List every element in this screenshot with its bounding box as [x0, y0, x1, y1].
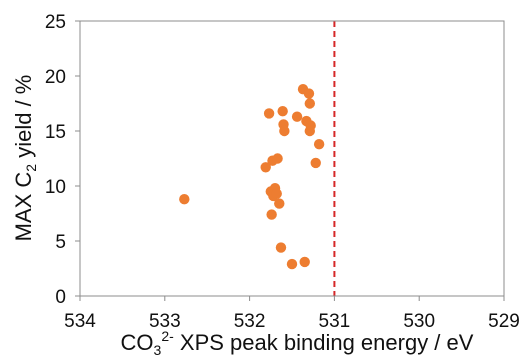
data-point — [266, 209, 277, 220]
data-point — [279, 125, 290, 137]
x-tick-label: 529 — [488, 311, 520, 332]
data-point — [179, 194, 190, 205]
x-tick-label: 531 — [319, 311, 351, 332]
data-point — [260, 162, 271, 173]
plot-area — [179, 21, 336, 296]
x-tick-label: 533 — [149, 311, 181, 332]
tick-labels: 534 533 532 531 530 529 0 5 10 15 20 25 — [45, 12, 520, 332]
data-point — [286, 258, 298, 270]
x-tick-label: 532 — [234, 311, 266, 332]
axes — [75, 20, 505, 301]
y-tick-label: 25 — [45, 12, 66, 33]
data-point — [272, 153, 283, 164]
x-axis-title: CO32- XPS peak binding energy / eV — [121, 328, 474, 358]
x-axis-title-subscript: 3 — [154, 342, 162, 358]
x-axis-title-superscript: 2- — [161, 328, 174, 344]
data-point — [305, 120, 316, 131]
data-point — [277, 106, 288, 117]
y-tick-label: 5 — [55, 232, 66, 253]
x-tick-label: 534 — [64, 311, 96, 332]
y-tick-label: 0 — [55, 287, 66, 308]
data-point — [274, 198, 285, 209]
plot-frame — [79, 20, 505, 297]
x-tick-label: 530 — [403, 311, 435, 332]
data-point — [313, 139, 325, 150]
y-tick-label: 10 — [45, 177, 66, 198]
data-point — [275, 242, 287, 253]
y-axis-title-rest: yield / % — [11, 75, 36, 164]
y-axis-title-subscript: 2 — [23, 164, 39, 172]
y-tick-label: 20 — [45, 67, 66, 88]
data-point — [299, 256, 310, 268]
data-point — [310, 157, 321, 169]
x-axis-title-rest: XPS peak binding energy / eV — [174, 330, 474, 355]
y-axis-title: MAX C2 yield / % — [11, 75, 39, 242]
x-axis-title-base: CO — [121, 330, 154, 355]
data-point — [291, 111, 303, 122]
data-point — [304, 98, 316, 109]
y-tick-label: 15 — [45, 122, 66, 143]
data-point — [263, 108, 275, 119]
data-point — [303, 88, 315, 99]
y-axis-title-base: MAX C — [11, 172, 36, 242]
data-point — [271, 188, 282, 199]
